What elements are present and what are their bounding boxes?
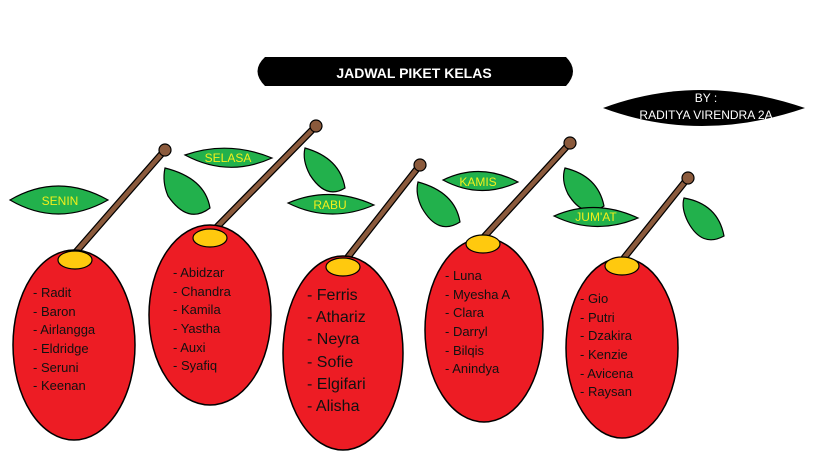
day-leaf (183, 147, 274, 168)
member: - Yastha (173, 321, 221, 336)
author-name: RADITYA VIRENDRA 2A (639, 108, 772, 122)
member: - Auxi (173, 340, 206, 355)
leaf (416, 181, 461, 228)
calyx (465, 234, 501, 254)
member: - Avicena (580, 366, 634, 381)
calyx (192, 228, 228, 248)
cherry-senin: SENIN - Radit - Baron - Airlangga - Eldr… (8, 143, 211, 441)
member: - Syafiq (173, 358, 217, 373)
leaf (682, 197, 725, 241)
member: - Dzakira (580, 328, 633, 343)
member: - Keenan (33, 378, 86, 393)
stem (621, 175, 691, 261)
member: - Luna (445, 268, 483, 283)
calyx (325, 257, 361, 277)
stem (72, 147, 168, 256)
member: - Bilqis (445, 343, 485, 358)
cherry-fruit (148, 224, 272, 406)
author-by: BY : (695, 91, 717, 105)
stem (209, 123, 319, 235)
member: - Neyra (307, 331, 360, 348)
page-title: JADWAL PIKET KELAS (336, 65, 491, 81)
member: - Baron (33, 304, 76, 319)
member: - Alisha (307, 398, 360, 415)
member: - Airlangga (33, 322, 96, 337)
cherry-kamis: KAMIS - Luna - Myesha A - Clara - Darryl… (424, 136, 605, 423)
member: - Radit (33, 285, 72, 300)
day-label-kamis: KAMIS (459, 175, 496, 189)
title-banner: JADWAL PIKET KELAS (257, 57, 573, 86)
cherry-jumat: JUM'AT - Gio - Putri - Dzakira - Kenzie … (552, 171, 725, 439)
member: - Raysan (580, 384, 632, 399)
day-leaf (441, 170, 520, 192)
member: - Gio (580, 291, 608, 306)
day-label-selasa: SELASA (205, 151, 252, 165)
day-leaf (286, 193, 376, 215)
cherry-fruit (12, 249, 136, 441)
cherry-fruit (282, 255, 404, 451)
member: - Ferris (307, 287, 358, 304)
day-label-jumat: JUM'AT (575, 210, 617, 224)
cherry-rabu: RABU - Ferris - Athariz - Neyra - Sofie … (282, 158, 461, 451)
member: - Eldridge (33, 341, 89, 356)
day-label-rabu: RABU (313, 198, 346, 212)
leaf (303, 147, 346, 193)
member: - Sofie (307, 354, 353, 371)
member: - Kamila (173, 302, 221, 317)
leaf (163, 167, 211, 215)
calyx (604, 256, 640, 276)
member: - Abidzar (173, 265, 225, 280)
member: - Anindya (445, 361, 500, 376)
member: - Putri (580, 310, 615, 325)
stem (341, 162, 423, 265)
member: - Darryl (445, 324, 488, 339)
calyx (57, 250, 93, 270)
day-label-senin: SENIN (42, 194, 79, 208)
cherry-selasa: SELASA - Abidzar - Chandra - Kamila - Ya… (148, 119, 346, 406)
leaf (562, 167, 605, 212)
day-leaf (8, 185, 110, 215)
member: - Kenzie (580, 347, 628, 362)
member: - Myesha A (445, 287, 510, 302)
member: - Seruni (33, 360, 79, 375)
stem (480, 140, 573, 241)
day-leaf (552, 206, 640, 228)
member: - Chandra (173, 284, 232, 299)
member: - Clara (445, 305, 485, 320)
member: - Elgifari (307, 376, 366, 393)
author-banner: BY : RADITYA VIRENDRA 2A (603, 90, 805, 126)
member: - Athariz (307, 309, 366, 326)
